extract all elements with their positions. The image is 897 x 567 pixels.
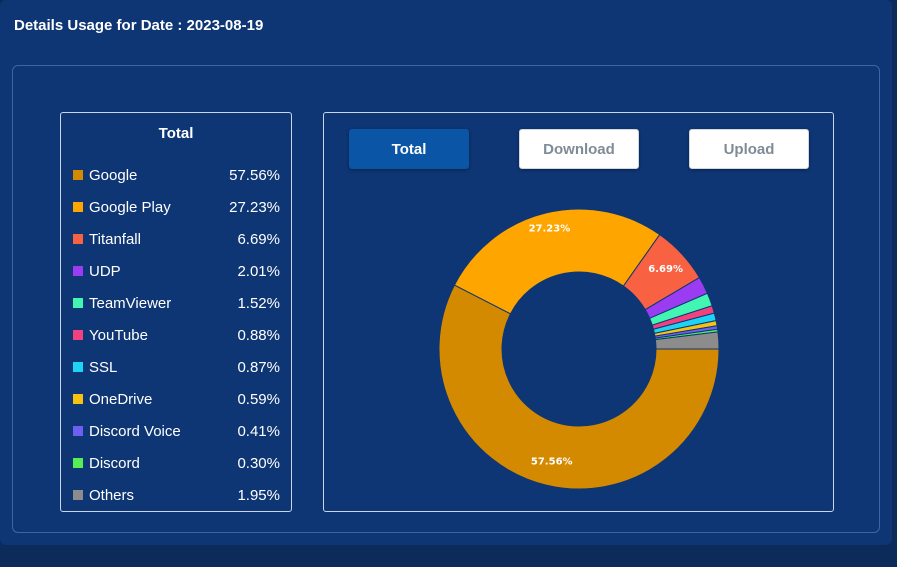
tab-upload[interactable]: Upload: [689, 129, 809, 169]
legend-label: Google: [89, 166, 138, 184]
legend-swatch: [73, 170, 83, 180]
legend-value: 27.23%: [229, 198, 280, 216]
legend-item: TeamViewer 1.52%: [73, 287, 280, 319]
donut-slice-google-play[interactable]: [453, 208, 661, 315]
donut-chart: 57.56% 27.23% 6.69%: [438, 208, 720, 490]
tab-total[interactable]: Total: [349, 129, 469, 169]
content-panel: [12, 65, 880, 533]
legend-item: Google Play 27.23%: [73, 191, 280, 223]
legend-label: Discord: [89, 454, 140, 472]
legend-value: 0.88%: [237, 326, 280, 344]
legend-value: 0.87%: [237, 358, 280, 376]
legend-value: 1.52%: [237, 294, 280, 312]
legend-label: Titanfall: [89, 230, 141, 248]
chart-panel: Total Download Upload 57.56% 27.23% 6.69%: [323, 112, 834, 512]
legend-label: YouTube: [89, 326, 148, 344]
legend-swatch: [73, 426, 83, 436]
donut-slice-others[interactable]: [654, 331, 720, 350]
legend-swatch: [73, 490, 83, 500]
legend-swatch: [73, 266, 83, 276]
page-title: Details Usage for Date : 2023-08-19: [14, 17, 264, 34]
legend-label: OneDrive: [89, 390, 153, 408]
legend-item: Discord 0.30%: [73, 447, 280, 479]
slice-label: 27.23%: [529, 224, 571, 235]
footer-band: [0, 545, 897, 567]
legend-list: Google 57.56% Google Play 27.23% Titanfall…: [73, 159, 280, 511]
legend-value: 0.59%: [237, 390, 280, 408]
legend-label: Others: [89, 486, 135, 504]
donut-slice-google[interactable]: [438, 284, 720, 490]
legend-label: Google Play: [89, 198, 171, 216]
legend-item: Others 1.95%: [73, 479, 280, 511]
legend-swatch: [73, 394, 83, 404]
legend-title: Total: [158, 125, 194, 142]
legend-label: Discord Voice: [89, 422, 181, 440]
legend-value: 6.69%: [237, 230, 280, 248]
legend-value: 0.41%: [237, 422, 280, 440]
tab-download[interactable]: Download: [519, 129, 639, 169]
legend-item: UDP 2.01%: [73, 255, 280, 287]
legend-swatch: [73, 330, 83, 340]
legend-item: YouTube 0.88%: [73, 319, 280, 351]
legend-value: 1.95%: [237, 486, 280, 504]
slice-label: 6.69%: [648, 264, 683, 275]
legend-swatch: [73, 202, 83, 212]
legend-value: 2.01%: [237, 262, 280, 280]
legend-panel: Total Google 57.56% Google Play 27.23% Tit…: [60, 112, 292, 512]
legend-item: Google 57.56%: [73, 159, 280, 191]
slice-label: 57.56%: [531, 457, 573, 468]
legend-swatch: [73, 458, 83, 468]
legend-label: TeamViewer: [89, 294, 172, 312]
legend-label: UDP: [89, 262, 121, 280]
legend-label: SSL: [89, 358, 118, 376]
legend-swatch: [73, 234, 83, 244]
legend-item: OneDrive 0.59%: [73, 383, 280, 415]
details-usage-card: Details Usage for Date : 2023-08-19: [0, 0, 892, 545]
legend-item: Discord Voice 0.41%: [73, 415, 280, 447]
legend-swatch: [73, 362, 83, 372]
legend-value: 0.30%: [237, 454, 280, 472]
legend-swatch: [73, 298, 83, 308]
legend-item: SSL 0.87%: [73, 351, 280, 383]
legend-value: 57.56%: [229, 166, 280, 184]
legend-item: Titanfall 6.69%: [73, 223, 280, 255]
